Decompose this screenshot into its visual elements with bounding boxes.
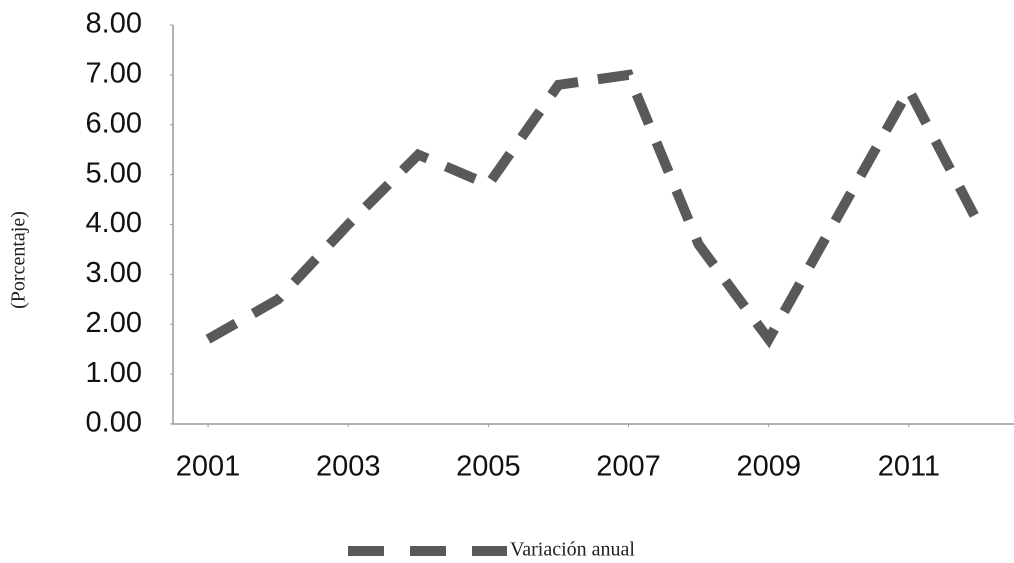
- data-line: [205, 69, 984, 349]
- y-tick-label: 0.00: [86, 407, 142, 439]
- x-tick-label: 2011: [878, 451, 940, 483]
- x-tick-label: 2009: [736, 451, 801, 483]
- y-tick-label: 5.00: [86, 157, 142, 189]
- x-tick-label: 2005: [456, 451, 521, 483]
- legend-label: Variación anual: [510, 539, 635, 561]
- y-tick-label: 4.00: [86, 207, 142, 239]
- y-tick-label: 8.00: [86, 8, 142, 40]
- y-tick-label: 3.00: [86, 257, 142, 289]
- x-tick-label: 2001: [176, 451, 241, 483]
- y-tick-label: 2.00: [86, 307, 142, 339]
- y-tick-label: 7.00: [86, 58, 142, 90]
- x-tick-label: 2003: [316, 451, 381, 483]
- x-tick-label: 2007: [596, 451, 661, 483]
- y-tick-label: 6.00: [86, 107, 142, 139]
- y-axis-label: (Porcentaje): [8, 211, 30, 309]
- y-tick-label: 1.00: [86, 357, 142, 389]
